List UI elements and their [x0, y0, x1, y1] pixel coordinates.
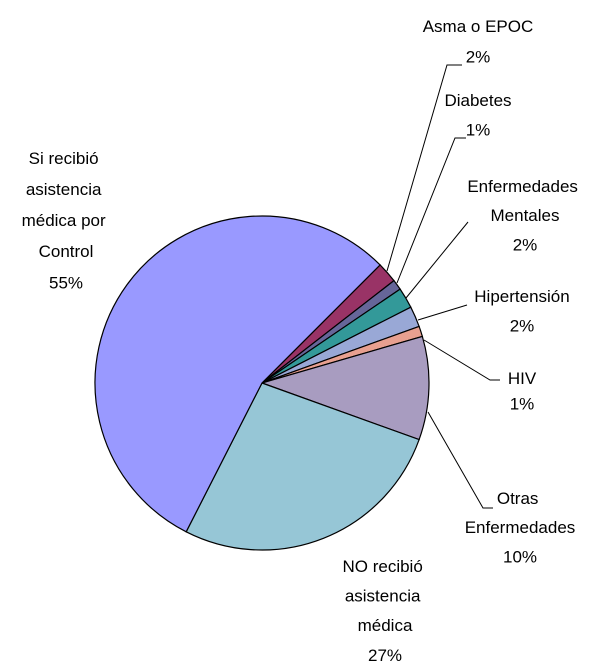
label-line: HIV	[508, 369, 537, 388]
label-line: Diabetes	[444, 91, 511, 110]
leader-line	[423, 339, 500, 381]
slice-label: HIV	[508, 369, 537, 388]
slice-label: Si recibió asistencia médica por Control	[22, 149, 111, 261]
slice-label: Hipertensión	[474, 287, 569, 306]
value-label: 2%	[466, 47, 491, 66]
leader-line	[427, 411, 493, 509]
pie-slice	[260, 335, 430, 441]
slice-label: Asma o EPOC	[423, 17, 534, 36]
label-line: Enfermedades	[467, 177, 582, 196]
slice-label: Enfermedades Mentales	[467, 177, 582, 225]
label-line: Otras	[497, 489, 543, 508]
label-line: Mentales	[491, 206, 560, 225]
value-label: 2%	[513, 235, 538, 254]
label-line: asistencia	[26, 180, 106, 199]
value-label: 10%	[503, 547, 537, 566]
label-line: Asma o EPOC	[423, 17, 534, 36]
slice-label: Diabetes	[444, 91, 511, 110]
label-line: Si recibió	[29, 149, 104, 168]
leader-line	[396, 137, 466, 284]
pie-slice	[94, 215, 381, 533]
label-line: Enfermedades	[465, 518, 576, 537]
value-label: 1%	[510, 394, 535, 413]
label-line: asistencia	[345, 587, 425, 606]
label-line: NO recibió	[342, 557, 427, 576]
leader-line	[417, 304, 468, 321]
leader-line	[386, 64, 462, 272]
value-label: 2%	[510, 316, 535, 335]
label-line: Hipertensión	[474, 287, 569, 306]
label-line: médica	[358, 616, 413, 635]
value-label: 27%	[368, 646, 402, 664]
value-label: 1%	[466, 120, 491, 139]
label-line: Control	[39, 242, 94, 261]
pie-slice	[185, 382, 420, 551]
slice-label: Otras Enfermedades	[465, 489, 576, 537]
label-line: médica por	[22, 211, 111, 230]
value-label: 55%	[49, 273, 83, 292]
leader-line	[405, 221, 469, 299]
slice-label: NO recibió asistencia médica	[342, 557, 427, 635]
